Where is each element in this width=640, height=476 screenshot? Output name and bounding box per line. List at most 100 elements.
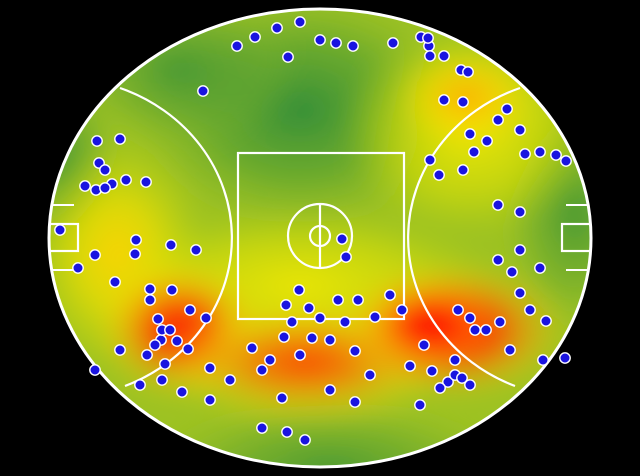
event-point[interactable]: [540, 315, 552, 327]
event-point[interactable]: [294, 16, 306, 28]
event-point[interactable]: [324, 334, 336, 346]
event-point[interactable]: [246, 342, 258, 354]
event-point[interactable]: [204, 362, 216, 374]
event-point[interactable]: [464, 379, 476, 391]
event-point[interactable]: [464, 128, 476, 140]
event-point[interactable]: [514, 287, 526, 299]
event-point[interactable]: [468, 146, 480, 158]
event-point[interactable]: [519, 148, 531, 160]
event-point[interactable]: [438, 94, 450, 106]
event-point[interactable]: [469, 324, 481, 336]
event-point[interactable]: [456, 372, 468, 384]
event-point[interactable]: [231, 40, 243, 52]
event-point[interactable]: [369, 311, 381, 323]
event-point[interactable]: [89, 364, 101, 376]
event-point[interactable]: [550, 149, 562, 161]
event-point[interactable]: [156, 374, 168, 386]
event-point[interactable]: [134, 379, 146, 391]
event-point[interactable]: [166, 284, 178, 296]
event-point[interactable]: [149, 339, 161, 351]
event-point[interactable]: [114, 344, 126, 356]
event-point[interactable]: [197, 85, 209, 97]
event-point[interactable]: [492, 114, 504, 126]
event-point[interactable]: [249, 31, 261, 43]
event-point[interactable]: [462, 66, 474, 78]
event-point[interactable]: [159, 358, 171, 370]
event-point[interactable]: [264, 354, 276, 366]
event-point[interactable]: [457, 164, 469, 176]
event-point[interactable]: [176, 386, 188, 398]
event-point[interactable]: [306, 332, 318, 344]
event-point[interactable]: [303, 302, 315, 314]
event-point[interactable]: [256, 422, 268, 434]
event-point[interactable]: [481, 135, 493, 147]
event-point[interactable]: [299, 434, 311, 446]
event-point[interactable]: [144, 283, 156, 295]
event-point[interactable]: [171, 335, 183, 347]
event-point[interactable]: [433, 169, 445, 181]
event-point[interactable]: [349, 345, 361, 357]
event-point[interactable]: [72, 262, 84, 274]
event-point[interactable]: [424, 50, 436, 62]
event-point[interactable]: [339, 316, 351, 328]
event-point[interactable]: [422, 32, 434, 44]
event-point[interactable]: [396, 304, 408, 316]
event-point[interactable]: [200, 312, 212, 324]
event-point[interactable]: [514, 244, 526, 256]
event-point[interactable]: [130, 234, 142, 246]
event-point[interactable]: [184, 304, 196, 316]
event-point[interactable]: [480, 324, 492, 336]
event-point[interactable]: [494, 316, 506, 328]
event-point[interactable]: [426, 365, 438, 377]
event-point[interactable]: [404, 360, 416, 372]
event-point[interactable]: [424, 154, 436, 166]
event-point[interactable]: [204, 394, 216, 406]
event-point[interactable]: [457, 96, 469, 108]
event-point[interactable]: [256, 364, 268, 376]
event-point[interactable]: [165, 239, 177, 251]
event-point[interactable]: [559, 352, 571, 364]
event-point[interactable]: [79, 180, 91, 192]
event-point[interactable]: [140, 176, 152, 188]
event-point[interactable]: [364, 369, 376, 381]
event-point[interactable]: [278, 331, 290, 343]
event-point[interactable]: [537, 354, 549, 366]
event-point[interactable]: [294, 349, 306, 361]
event-point[interactable]: [129, 248, 141, 260]
event-point[interactable]: [504, 344, 516, 356]
event-point[interactable]: [182, 343, 194, 355]
event-point[interactable]: [276, 392, 288, 404]
event-point[interactable]: [387, 37, 399, 49]
event-point[interactable]: [438, 50, 450, 62]
event-point[interactable]: [464, 312, 476, 324]
event-point[interactable]: [506, 266, 518, 278]
event-point[interactable]: [501, 103, 513, 115]
event-point[interactable]: [114, 133, 126, 145]
event-point[interactable]: [340, 251, 352, 263]
event-point[interactable]: [434, 382, 446, 394]
event-point[interactable]: [492, 199, 504, 211]
event-point[interactable]: [89, 249, 101, 261]
event-point[interactable]: [141, 349, 153, 361]
event-point[interactable]: [282, 51, 294, 63]
event-point[interactable]: [120, 174, 132, 186]
event-point[interactable]: [492, 254, 504, 266]
event-point[interactable]: [534, 262, 546, 274]
event-point[interactable]: [190, 244, 202, 256]
event-point[interactable]: [442, 376, 454, 388]
event-point[interactable]: [281, 426, 293, 438]
event-point[interactable]: [514, 124, 526, 136]
event-point[interactable]: [293, 284, 305, 296]
event-point[interactable]: [336, 233, 348, 245]
event-point[interactable]: [352, 294, 364, 306]
event-point[interactable]: [314, 34, 326, 46]
event-point[interactable]: [224, 374, 236, 386]
event-point[interactable]: [164, 324, 176, 336]
event-point[interactable]: [99, 182, 111, 194]
event-point[interactable]: [280, 299, 292, 311]
event-point[interactable]: [144, 294, 156, 306]
event-point[interactable]: [286, 316, 298, 328]
event-point[interactable]: [414, 399, 426, 411]
event-point[interactable]: [332, 294, 344, 306]
event-point[interactable]: [534, 146, 546, 158]
